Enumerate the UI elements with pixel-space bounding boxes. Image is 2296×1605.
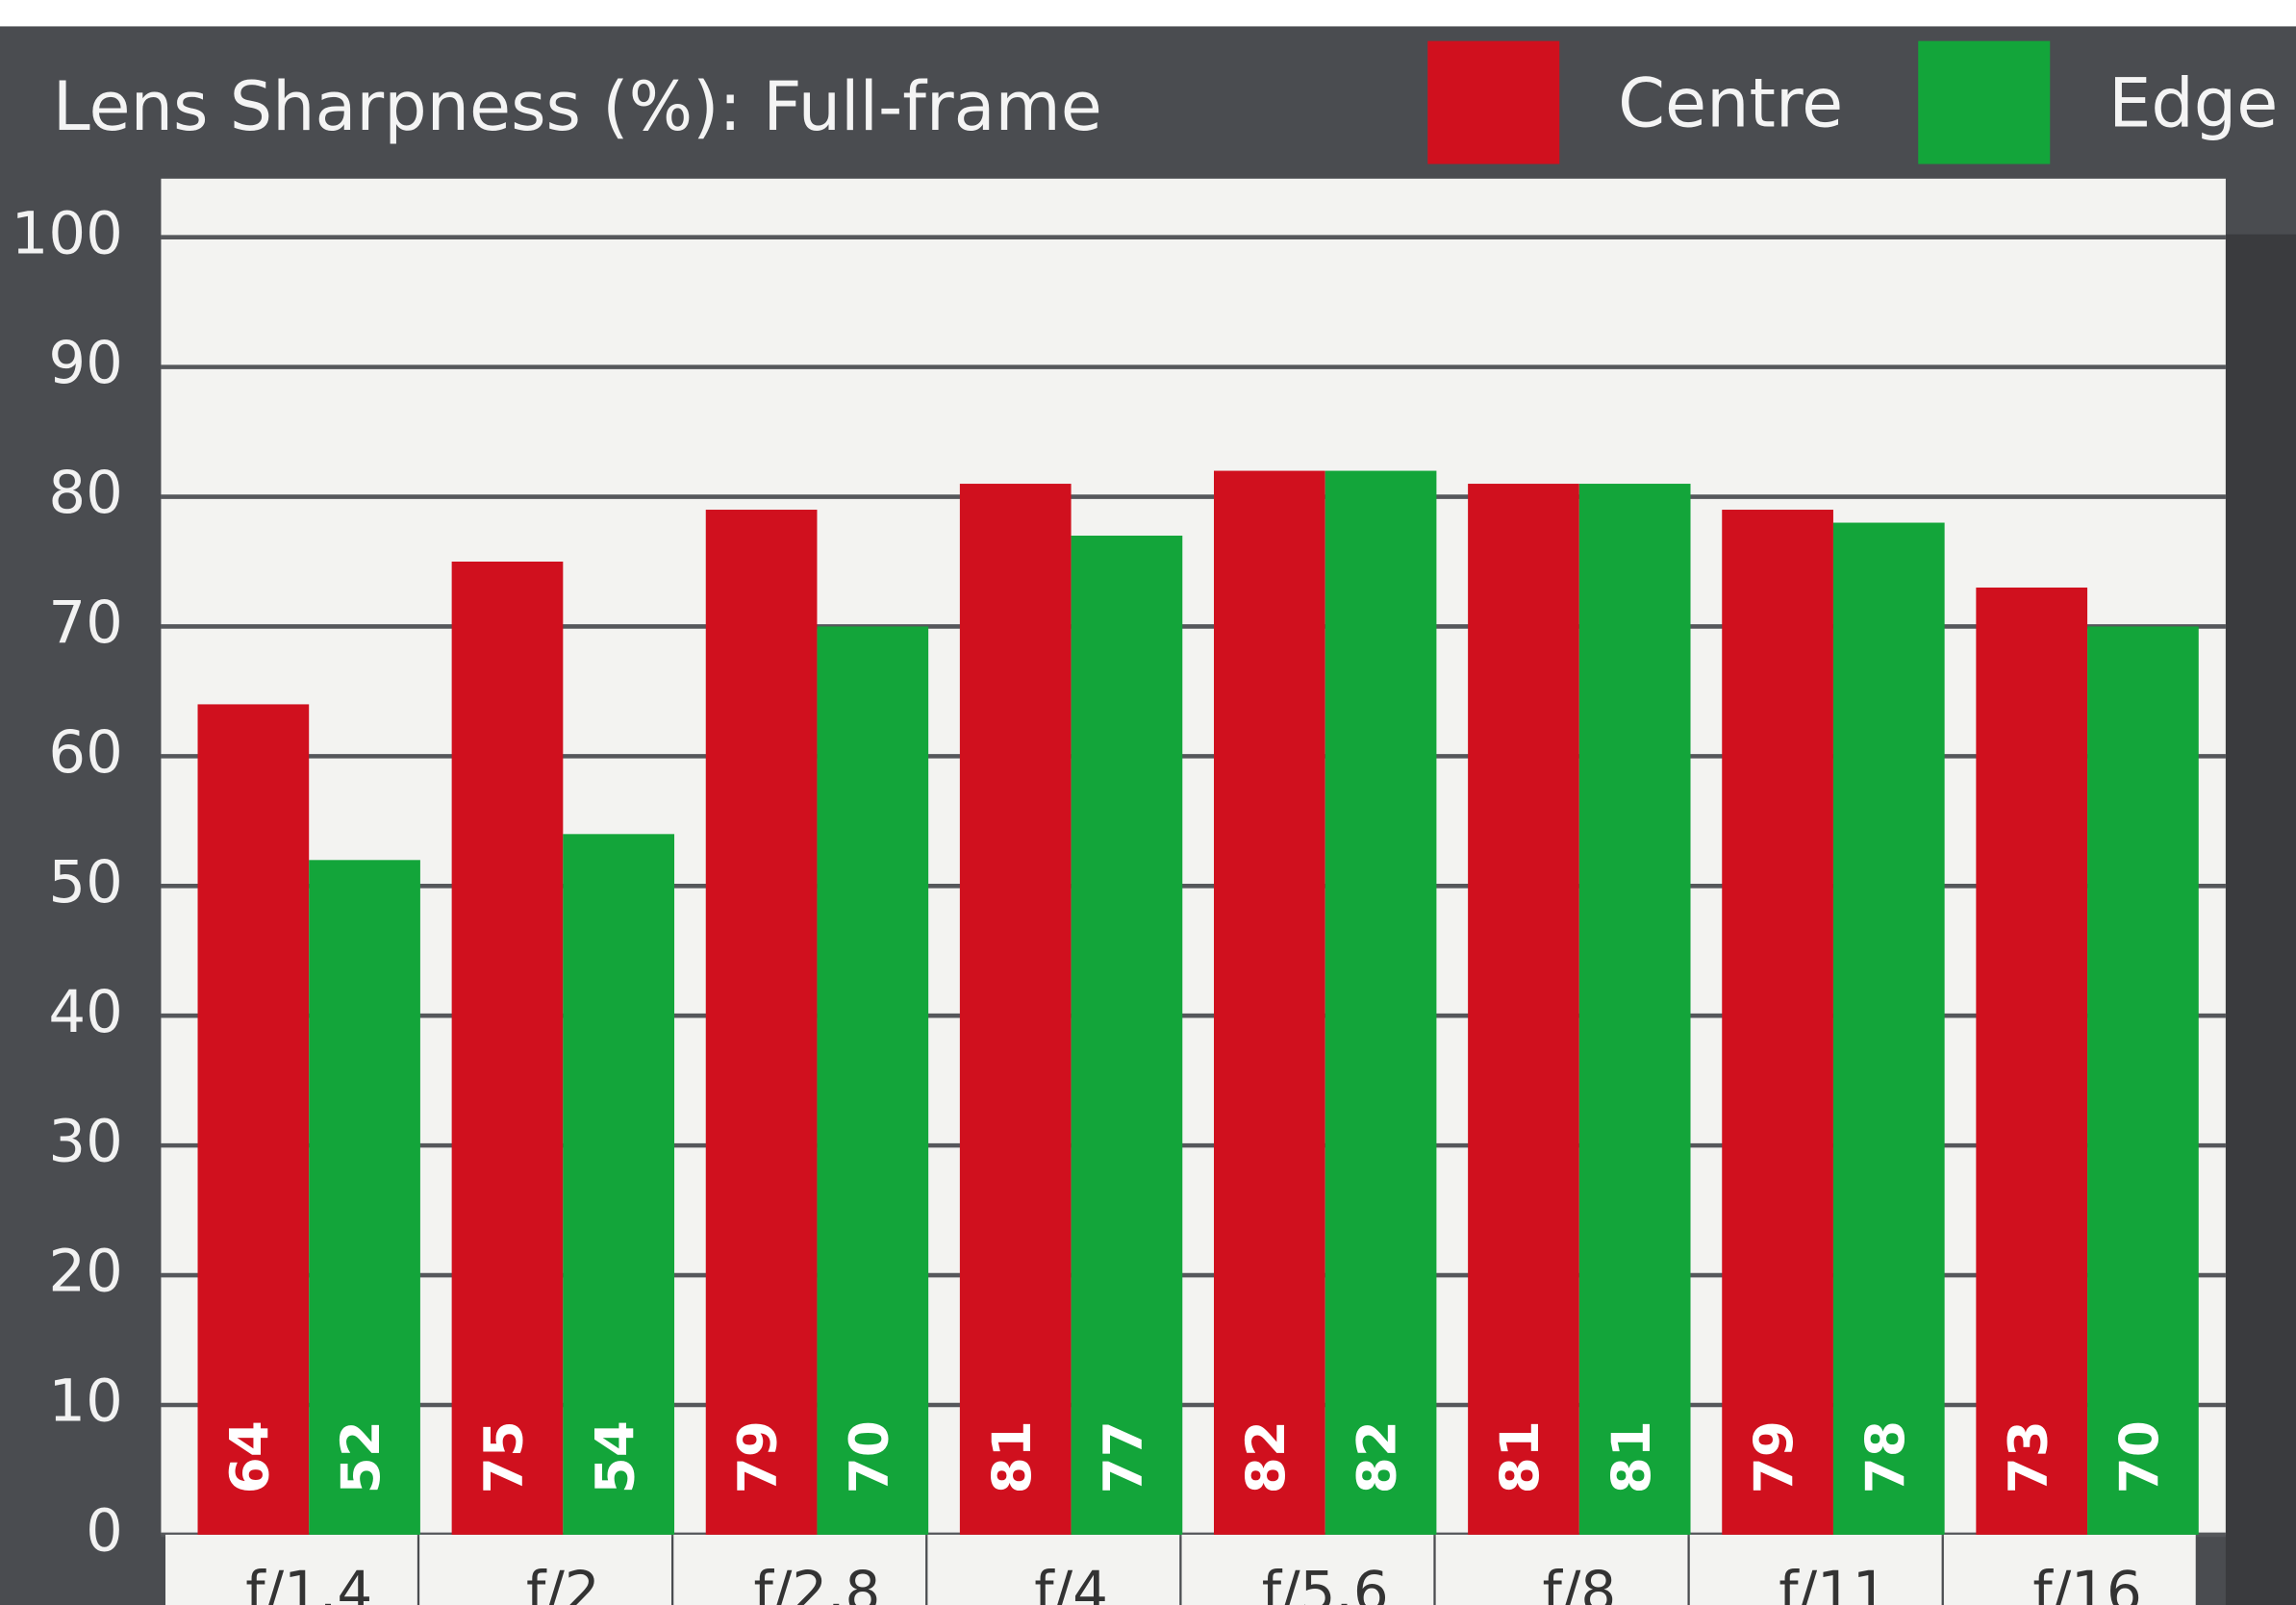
bar: [197, 704, 310, 1535]
y-tick-label: 30: [48, 1108, 122, 1176]
category-box: [1181, 1534, 1434, 1605]
value-label: 82: [1235, 1420, 1297, 1493]
category-box: [419, 1534, 671, 1605]
y-tick-label: 60: [48, 718, 122, 787]
value-label: 54: [584, 1420, 645, 1493]
value-label: 78: [1854, 1420, 1916, 1493]
chart-title: Lens Sharpness (%): Full-frame: [53, 67, 1102, 146]
legend-swatch: [1427, 40, 1560, 164]
bar: [705, 510, 818, 1535]
legend-swatch: [1918, 40, 2051, 164]
bar: [1325, 470, 1437, 1535]
x-tick-label: f/2: [526, 1559, 600, 1605]
y-tick-label: 50: [48, 848, 122, 916]
value-label: 70: [838, 1420, 899, 1493]
value-label: 77: [1093, 1420, 1154, 1493]
value-label: 81: [1489, 1420, 1551, 1493]
x-tick-label: f/8: [1543, 1559, 1617, 1605]
bar: [451, 561, 564, 1535]
y-tick-label: 20: [48, 1238, 122, 1306]
bar: [1722, 510, 1833, 1535]
bar: [309, 860, 420, 1535]
bar: [1468, 484, 1579, 1535]
bar: [1976, 587, 2088, 1535]
bar: [2087, 626, 2199, 1535]
value-label: 64: [218, 1420, 280, 1493]
value-label: 75: [473, 1420, 535, 1493]
value-label: 70: [2108, 1420, 2170, 1493]
value-label: 79: [1743, 1420, 1804, 1493]
x-tick-label: f/1.4: [245, 1559, 372, 1605]
bar: [1071, 536, 1183, 1535]
y-tick-label: 90: [48, 329, 122, 397]
side-strip: [2225, 234, 2296, 1605]
x-tick-label: f/5.6: [1262, 1559, 1389, 1605]
y-tick-label: 80: [48, 459, 122, 527]
bar: [1214, 470, 1325, 1535]
bar: [1578, 484, 1691, 1535]
category-box: [673, 1534, 926, 1605]
bar: [1832, 522, 1945, 1535]
top-margin: [0, 0, 2296, 27]
value-label: 81: [1601, 1420, 1662, 1493]
y-tick-label: 10: [48, 1367, 122, 1436]
x-tick-label: f/11: [1779, 1559, 1887, 1605]
value-label: 73: [1997, 1420, 2058, 1493]
y-tick-label: 40: [48, 978, 122, 1046]
category-box: [1435, 1534, 1688, 1605]
category-box: [1689, 1534, 1942, 1605]
y-tick-label: 100: [12, 199, 123, 267]
legend-label: Centre: [1618, 64, 1843, 143]
value-label: 82: [1347, 1420, 1408, 1493]
category-box: [165, 1534, 417, 1605]
legend: Centre Edge: [1427, 40, 2278, 164]
value-label: 52: [330, 1420, 391, 1493]
legend-label: Edge: [2108, 64, 2278, 143]
y-tick-label: 70: [48, 589, 122, 657]
value-label: 81: [981, 1420, 1043, 1493]
category-box: [1943, 1534, 2196, 1605]
bar: [817, 626, 929, 1535]
bar: [563, 834, 675, 1535]
category-box: [927, 1534, 1180, 1605]
x-tick-label: f/4: [1034, 1559, 1108, 1605]
bar: [959, 484, 1072, 1535]
x-tick-label: f/2.8: [754, 1559, 881, 1605]
y-tick-label: 0: [86, 1496, 123, 1565]
x-tick-label: f/16: [2032, 1559, 2141, 1605]
value-label: 79: [727, 1420, 789, 1493]
